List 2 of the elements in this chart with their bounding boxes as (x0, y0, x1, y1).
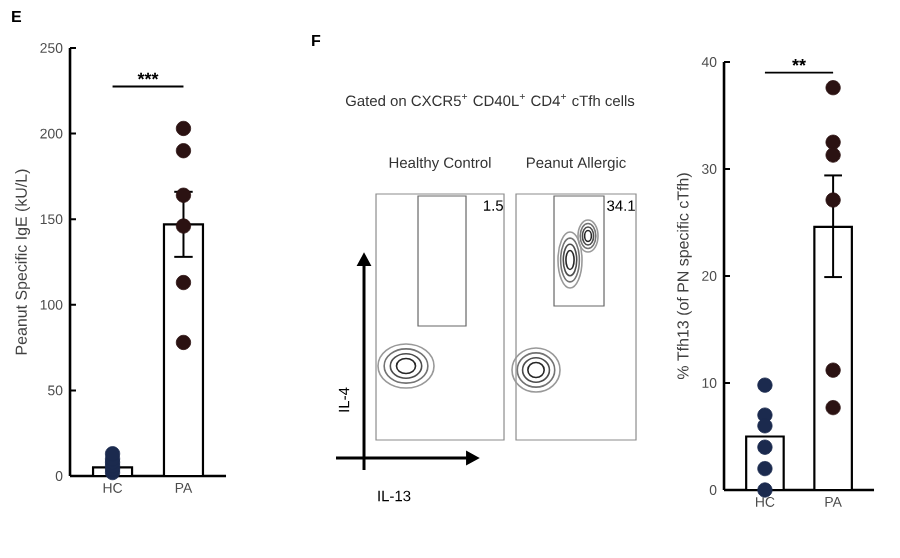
annotation: *** (137, 72, 159, 80)
annotation: ** (792, 58, 806, 66)
